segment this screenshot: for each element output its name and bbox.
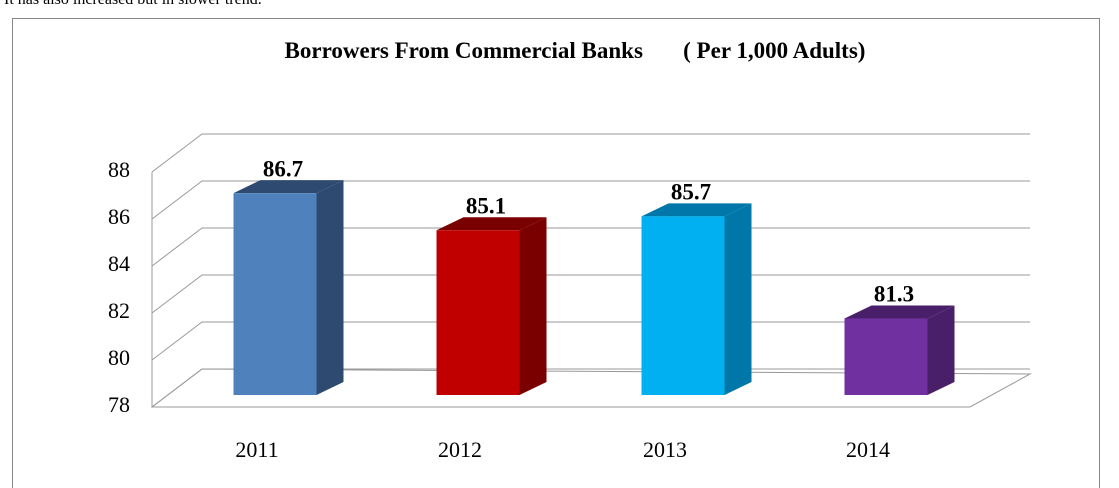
bar xyxy=(641,216,725,395)
value-label: 85.7 xyxy=(671,180,711,205)
y-tick-label: 82 xyxy=(108,298,130,323)
bar-top xyxy=(641,203,752,217)
y-tick-label: 78 xyxy=(108,392,130,417)
bar xyxy=(436,230,520,395)
bar-top xyxy=(436,217,547,231)
chart-frame xyxy=(12,18,1100,488)
y-tick-label: 84 xyxy=(108,251,130,276)
value-label: 85.1 xyxy=(466,194,506,219)
bar-side xyxy=(316,180,344,395)
bar-side xyxy=(927,305,955,395)
bar xyxy=(233,193,317,395)
y-tick-label: 86 xyxy=(108,204,130,229)
grid-line xyxy=(151,133,1030,173)
bar-top xyxy=(233,180,344,194)
grid-line xyxy=(151,274,1030,314)
context-text: It has also increased but in slower tren… xyxy=(4,0,262,9)
bar-top xyxy=(844,305,955,319)
grid-line xyxy=(151,180,1030,220)
x-tick-label: 2014 xyxy=(846,437,890,462)
value-label: 86.7 xyxy=(263,156,303,181)
x-tick-label: 2011 xyxy=(235,437,278,462)
grid-line xyxy=(151,227,1030,267)
x-tick-label: 2013 xyxy=(643,437,687,462)
value-label: 81.3 xyxy=(874,282,914,307)
y-tick-label: 80 xyxy=(108,345,130,370)
bar-side xyxy=(519,217,547,395)
y-tick-label: 88 xyxy=(108,157,130,182)
grid-line xyxy=(151,321,1030,361)
bar-side xyxy=(724,203,752,395)
x-tick-label: 2012 xyxy=(438,437,482,462)
chart-title: Borrowers From Commercial Banks ( Per 1,… xyxy=(284,38,866,63)
bar xyxy=(844,318,928,395)
grid-line xyxy=(151,368,1030,408)
